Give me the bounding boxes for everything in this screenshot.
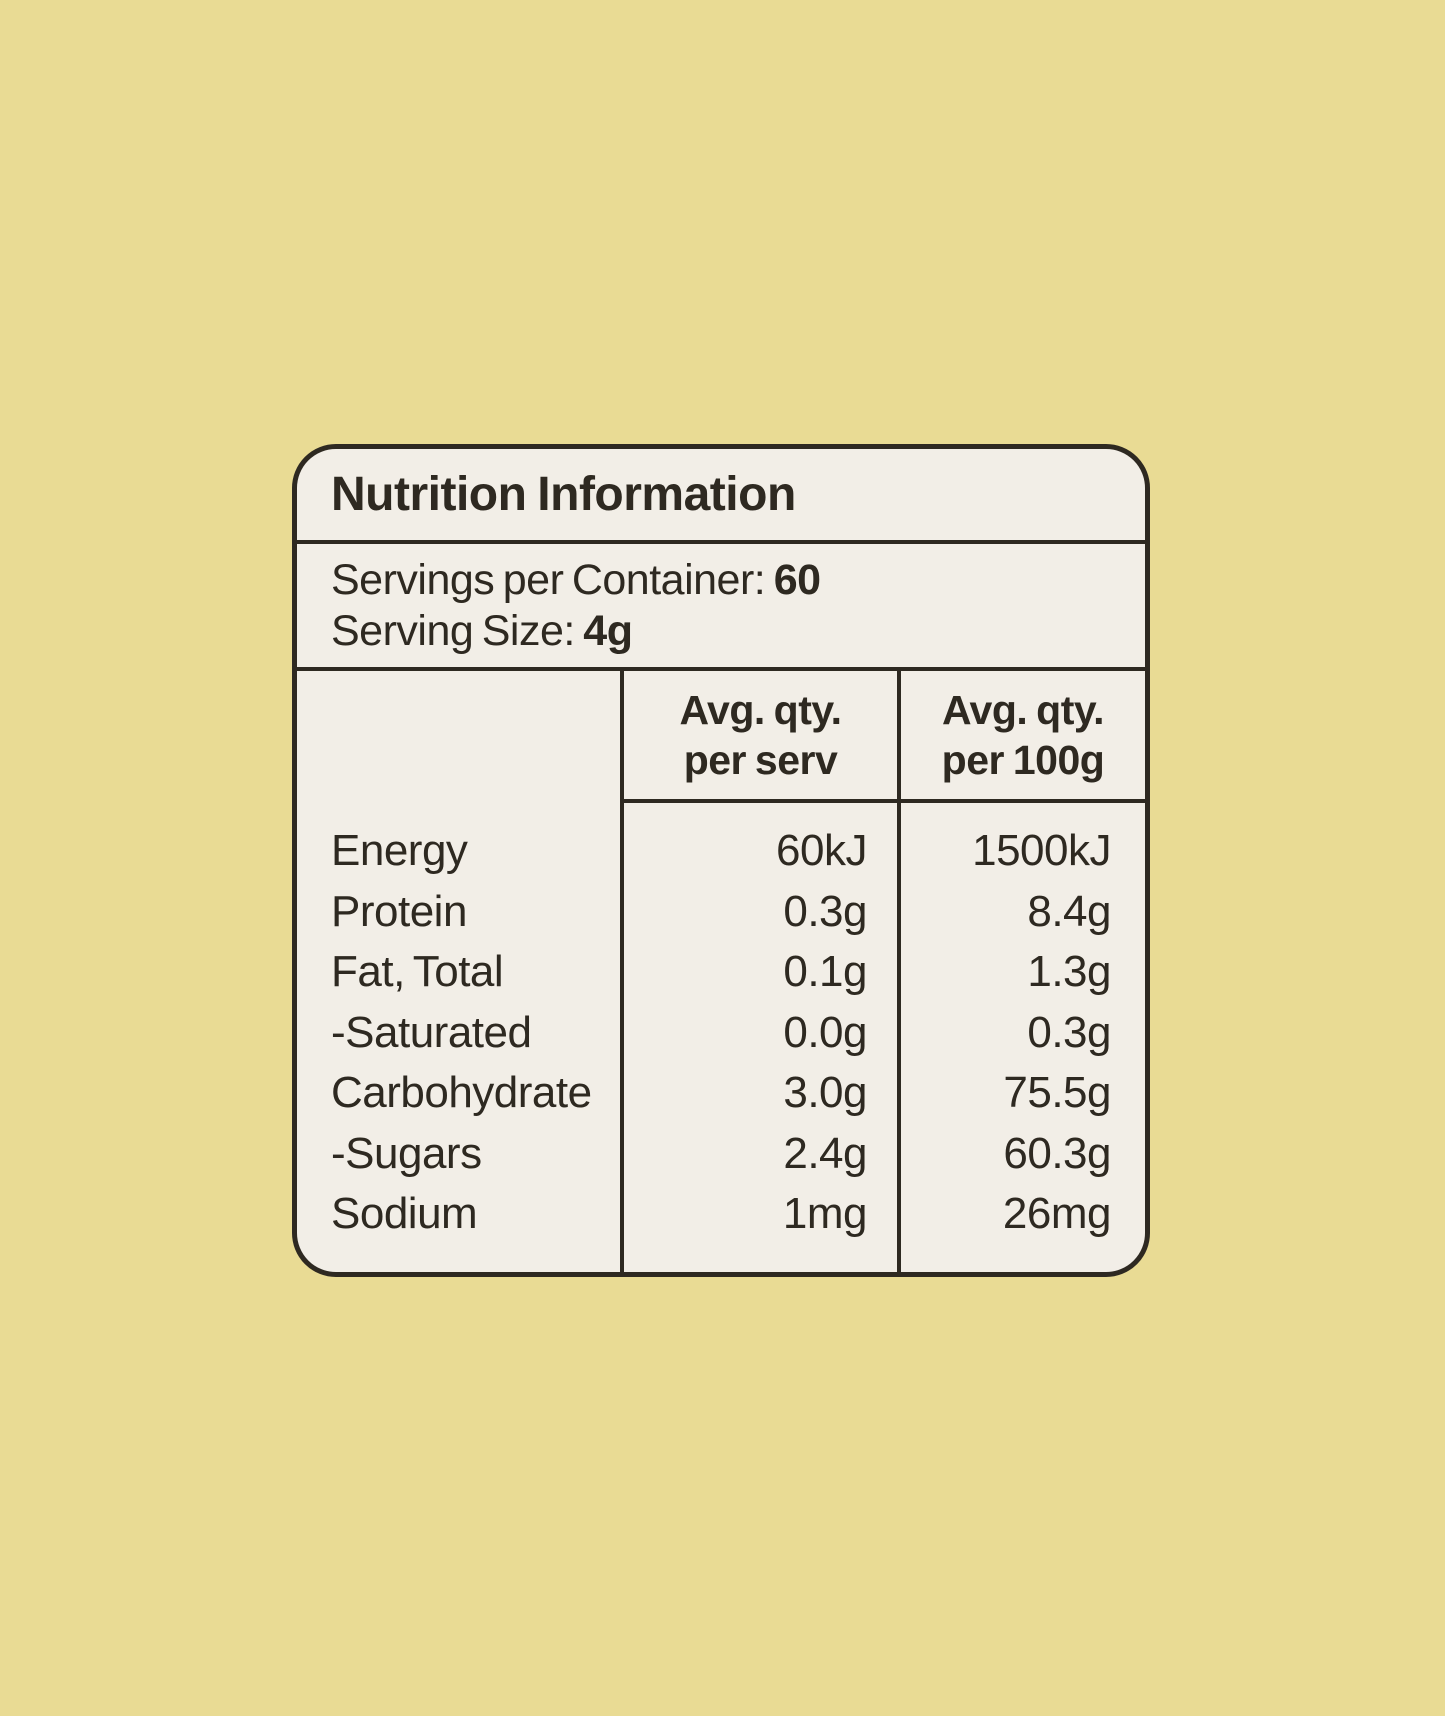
label-title-section: Nutrition Information	[297, 449, 1145, 544]
table-header-per-serv: Avg. qty. per serv	[620, 671, 897, 803]
nutrient-table: Avg. qty. per serv Avg. qty. per 100g En…	[297, 671, 1145, 1272]
nutrient-per-100g: 0.3g	[897, 1002, 1145, 1063]
nutrient-per-serv: 1mg	[620, 1184, 897, 1245]
nutrient-name: Energy	[331, 826, 468, 876]
table-spacer-cell	[620, 803, 897, 821]
nutrient-per-serv: 0.1g	[620, 942, 897, 1003]
nutrient-per-100g: 1500kJ	[897, 821, 1145, 882]
nutrient-per-serv: 0.3g	[620, 881, 897, 942]
table-spacer-cell	[297, 803, 620, 821]
nutrient-per-serv: 3.0g	[620, 1063, 897, 1124]
nutrient-per-100g: 75.5g	[897, 1063, 1145, 1124]
nutrient-name: Protein	[331, 886, 467, 936]
table-filler-cell	[620, 1244, 897, 1272]
table-header-per-100g: Avg. qty. per 100g	[897, 671, 1145, 803]
nutrient-name: -Saturated	[331, 1007, 532, 1057]
nutrient-per-100g: 1.3g	[897, 942, 1145, 1003]
nutrient-per-100g: 60.3g	[897, 1123, 1145, 1184]
serving-size-label: Serving Size:	[331, 606, 575, 655]
table-filler-cell	[297, 1245, 620, 1273]
nutrient-per-serv: 60kJ	[620, 821, 897, 882]
serving-size-value: 4g	[583, 606, 633, 655]
nutrition-label-card: Nutrition Information Servings per Conta…	[292, 444, 1150, 1277]
servings-section: Servings per Container: 60 Serving Size:…	[297, 544, 1145, 671]
servings-per-container-line: Servings per Container: 60	[331, 555, 1111, 606]
nutrient-per-serv: 0.0g	[620, 1002, 897, 1063]
nutrient-per-100g: 26mg	[897, 1184, 1145, 1245]
nutrient-per-serv: 2.4g	[620, 1123, 897, 1184]
nutrient-per-100g: 8.4g	[897, 881, 1145, 942]
label-title: Nutrition Information	[331, 468, 796, 521]
table-spacer-cell	[897, 803, 1145, 821]
nutrient-name: Sodium	[331, 1189, 478, 1239]
table-filler-cell	[897, 1244, 1145, 1272]
servings-per-container-label: Servings per Container:	[331, 555, 766, 604]
servings-per-container-value: 60	[773, 555, 821, 604]
nutrient-name: Carbohydrate	[331, 1068, 592, 1118]
serving-size-line: Serving Size: 4g	[331, 606, 1111, 657]
table-header-empty-cell	[297, 671, 620, 803]
nutrient-name: Fat, Total	[331, 947, 504, 997]
nutrient-name: -Sugars	[331, 1128, 482, 1178]
